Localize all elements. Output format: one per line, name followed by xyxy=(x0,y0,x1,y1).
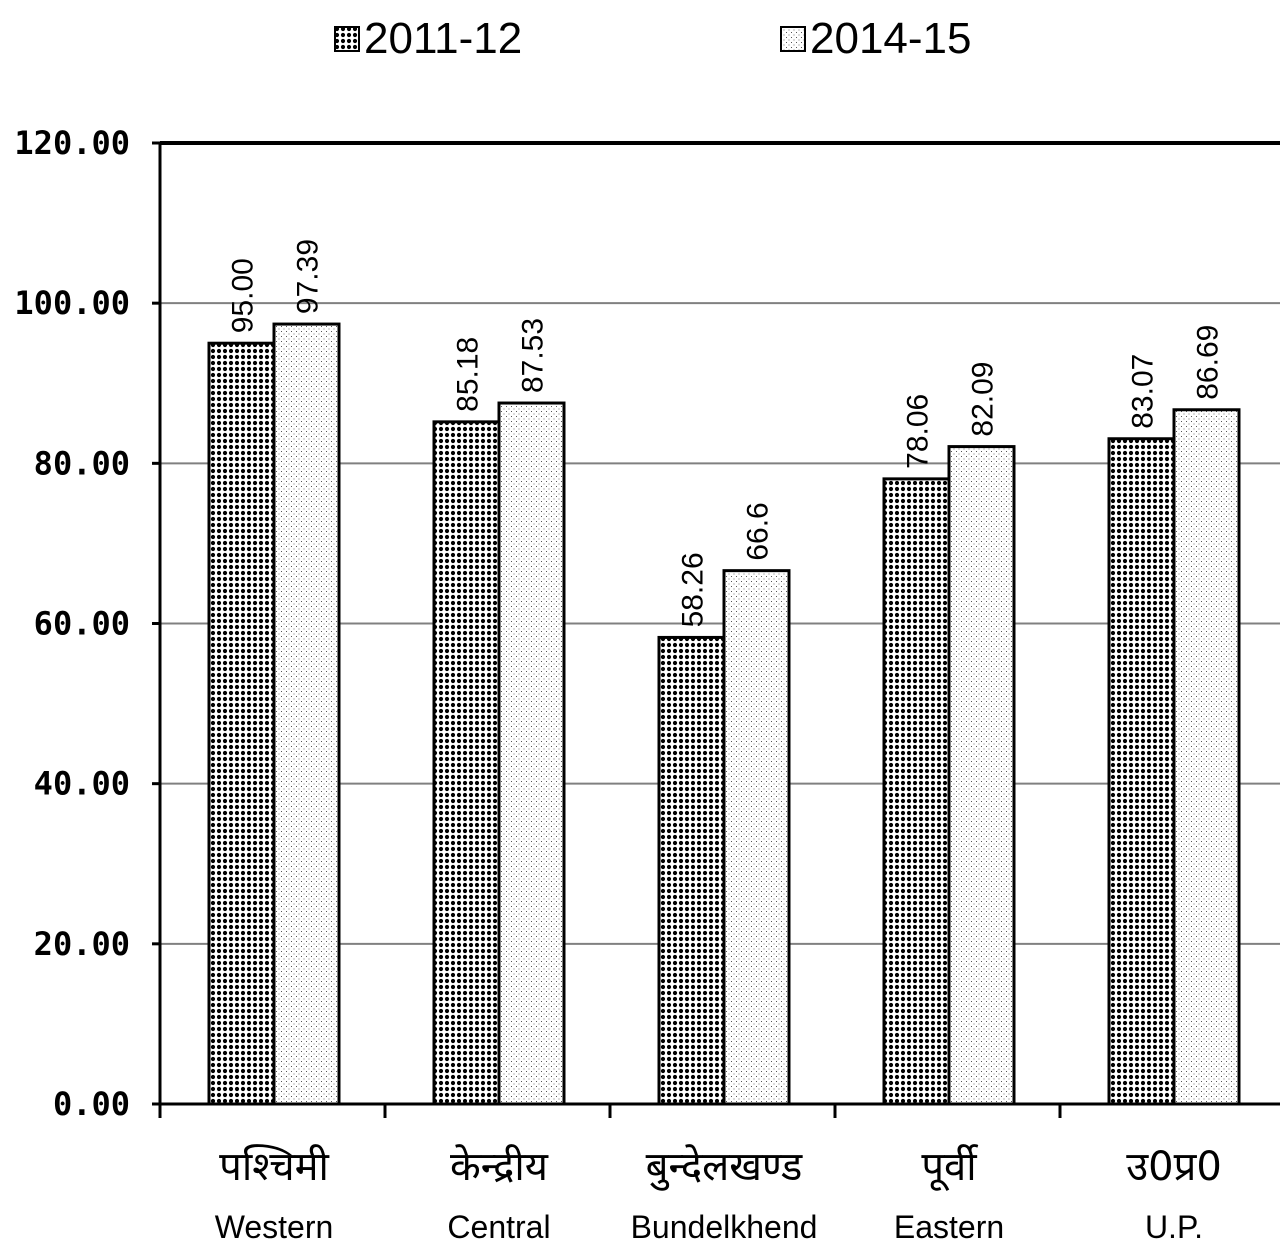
data-label: 83.07 xyxy=(1127,354,1160,429)
x-tick-label-hindi: उ0प्र0 xyxy=(1126,1144,1222,1190)
x-tick-label-english: Western xyxy=(215,1209,334,1245)
bar-2011-12-western xyxy=(207,341,276,1106)
legend-swatch-2014-15 xyxy=(780,26,806,52)
legend-label-2014-15: 2014-15 xyxy=(810,14,972,63)
legend-item-2011-12: 2011-12 xyxy=(334,14,522,64)
legend-item-2014-15: 2014-15 xyxy=(780,14,971,64)
bar-2011-12-central xyxy=(432,420,501,1106)
data-label: 87.53 xyxy=(517,318,550,393)
y-tick-label: 120.00 xyxy=(14,124,130,162)
legend-label-2011-12: 2011-12 xyxy=(364,14,523,63)
data-label: 78.06 xyxy=(902,394,935,469)
data-label: 66.6 xyxy=(742,502,775,560)
x-tick-label-hindi: बुन्देलखण्ड xyxy=(646,1144,803,1191)
legend: 2011-12 2014-15 xyxy=(0,14,1280,64)
y-tick-label: 40.00 xyxy=(34,765,130,803)
x-tick-label-english: Bundelkhend xyxy=(631,1209,818,1245)
y-tick-label: 0.00 xyxy=(53,1085,130,1123)
data-label: 82.09 xyxy=(967,362,1000,437)
bar-2014-15-central xyxy=(497,401,566,1106)
y-tick-label: 20.00 xyxy=(34,925,130,963)
data-labels: 95.00 85.18 58.26 78.06 83.07 97.39 87.53 66.6 8… xyxy=(227,239,1225,627)
bar-2014-15-up xyxy=(1172,408,1241,1106)
x-tick-label-english: U.P. xyxy=(1145,1209,1203,1245)
bar-2011-12-up xyxy=(1107,437,1176,1106)
x-tick-labels: पश्चिमी Western केन्द्रीय Central बुन्देलखण्… xyxy=(215,1144,1222,1245)
data-label: 97.39 xyxy=(292,239,325,314)
bar-2014-15-western xyxy=(272,322,341,1106)
bars xyxy=(207,322,1241,1106)
bar-2014-15-bundelkhend xyxy=(722,569,791,1106)
y-tick-label: 60.00 xyxy=(34,605,130,643)
data-label: 85.18 xyxy=(452,337,485,412)
y-tick-label: 80.00 xyxy=(34,444,130,482)
bar-2011-12-bundelkhend xyxy=(657,635,726,1106)
bar-2014-15-eastern xyxy=(947,445,1016,1106)
x-tick-label-hindi: पश्चिमी xyxy=(219,1144,329,1190)
y-tick-label: 100.00 xyxy=(14,284,130,322)
x-tick-label-english: Central xyxy=(447,1209,550,1245)
y-tick-labels: 0.00 20.00 40.00 60.00 80.00 100.00 120.00 xyxy=(14,124,130,1123)
data-label: 86.69 xyxy=(1192,325,1225,400)
legend-swatch-2011-12 xyxy=(334,26,360,52)
x-tick-label-english: Eastern xyxy=(894,1209,1004,1245)
data-label: 95.00 xyxy=(227,258,260,333)
x-tick-label-hindi: पूर्वी xyxy=(921,1144,978,1191)
data-label: 58.26 xyxy=(677,552,710,627)
x-tick-label-hindi: केन्द्रीय xyxy=(450,1144,549,1190)
bar-2011-12-eastern xyxy=(882,477,951,1106)
